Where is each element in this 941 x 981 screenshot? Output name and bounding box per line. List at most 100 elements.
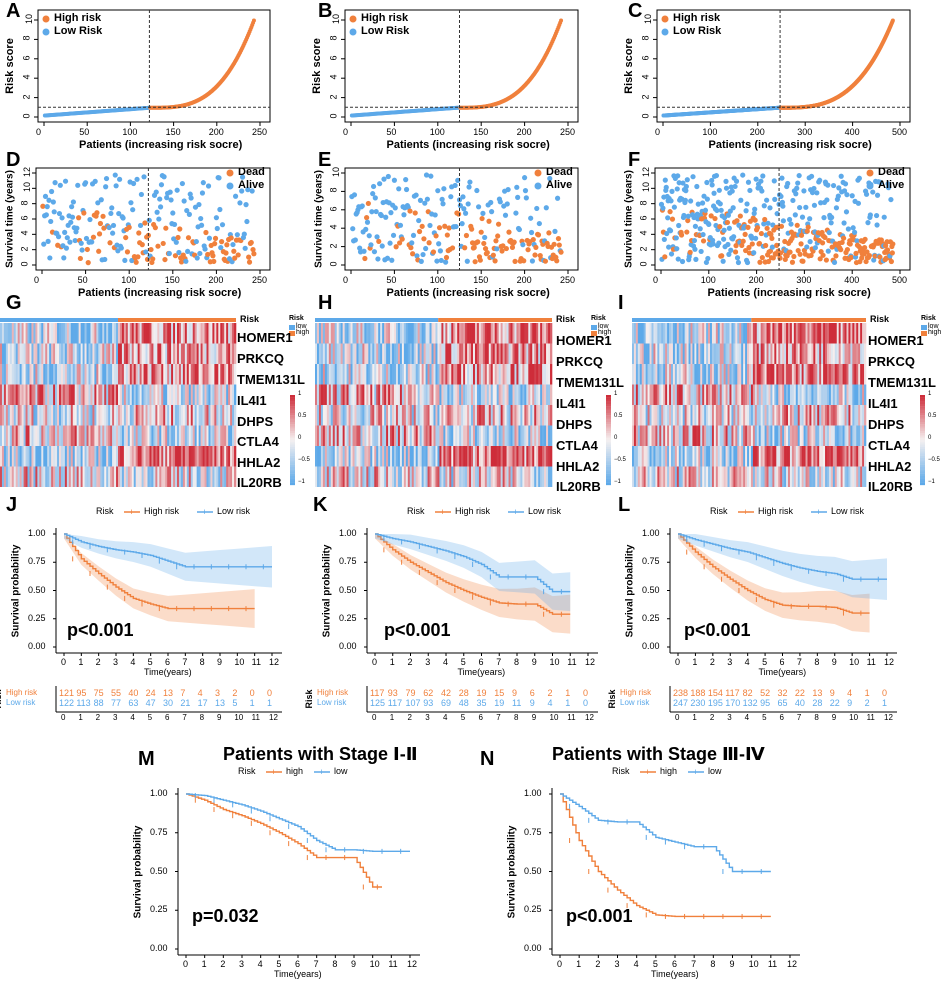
heatmap-cell [492, 384, 496, 405]
heatmap-cell [19, 323, 22, 344]
heatmap-cell [384, 323, 387, 344]
heatmap-cell [188, 323, 192, 344]
color-scale-step [290, 451, 295, 454]
heatmap-cell [342, 446, 345, 467]
heatmap-cell [7, 364, 11, 385]
heatmap-cell [514, 466, 517, 487]
heatmap-cell [45, 425, 48, 446]
dead-point [823, 257, 829, 263]
color-scale-step [290, 464, 295, 468]
heatmap-cell [184, 446, 188, 467]
heatmap-cell [762, 425, 765, 446]
heatmap-cell [852, 405, 855, 426]
heatmap-cell [729, 343, 732, 364]
heatmap-cell [13, 384, 17, 405]
heatmap-cell [437, 323, 440, 344]
heatmap-cell [463, 425, 466, 446]
heatmap-cell [315, 466, 318, 487]
heatmap-cell [651, 405, 654, 426]
heatmap-cell [214, 323, 217, 344]
alive-point [67, 239, 73, 245]
heatmap-cell [431, 364, 434, 385]
heatmap-cell [702, 343, 705, 364]
heatmap-cell [112, 343, 115, 364]
alive-point [437, 248, 444, 254]
heatmap-cell [322, 323, 326, 344]
heatmap-cell [344, 364, 347, 385]
heatmap-cell [520, 323, 523, 344]
heatmap-cell [488, 405, 492, 426]
heatmap-cell [778, 425, 781, 446]
heatmap-cell [53, 323, 56, 344]
legend-dot-low [349, 28, 357, 36]
alive-point [83, 180, 89, 186]
dead-point [219, 239, 225, 245]
heatmap-cell [372, 343, 375, 364]
heatmap-cell [173, 425, 176, 446]
heatmap-cell [502, 405, 505, 426]
alive-point [835, 193, 841, 199]
heatmap-cell [633, 384, 637, 405]
heatmap-cell [386, 466, 389, 487]
alive-point [660, 205, 666, 211]
heatmap-cell [858, 364, 861, 385]
heatmap-cell [832, 364, 836, 385]
alive-point [390, 232, 397, 238]
heatmap-cell [334, 466, 338, 487]
heatmap-cell [417, 446, 420, 467]
heatmap-cell [788, 405, 791, 426]
heatmap-cell [372, 466, 375, 487]
heatmap-cell [780, 466, 783, 487]
dead-point [412, 210, 418, 216]
alive-point [434, 258, 440, 264]
heatmap-cell [827, 425, 830, 446]
heatmap-cell [21, 384, 24, 405]
heatmap-cell [741, 405, 744, 426]
heatmap-cell [459, 405, 462, 426]
heatmap-cell [33, 466, 36, 487]
heatmap-cell [860, 323, 863, 344]
heatmap-cell [405, 384, 409, 405]
heatmap-cell [230, 364, 233, 385]
heatmap-cell [754, 446, 758, 467]
heatmap-cell [530, 425, 533, 446]
alive-point [409, 240, 415, 246]
heatmap-cell [159, 446, 162, 467]
alive-point [725, 241, 731, 248]
heatmap-cell [315, 364, 318, 385]
alive-point [363, 226, 369, 232]
color-scale-step [606, 431, 611, 434]
dead-point [136, 230, 142, 236]
heatmap-cell [657, 425, 660, 446]
heatmap-cell [817, 425, 820, 446]
heatmap-cell [403, 425, 407, 446]
heatmap-cell [754, 425, 758, 446]
heatmap-cell [178, 446, 182, 467]
heatmap-cell [774, 364, 777, 385]
heatmap-cell [153, 466, 156, 487]
heatmap-cell [754, 384, 758, 405]
heatmap-cell [173, 323, 176, 344]
heatmap-cell [182, 384, 186, 405]
heatmap-cell [735, 405, 738, 426]
heatmap-cell [459, 446, 462, 467]
heatmap-cell [429, 405, 432, 426]
heatmap-cell [31, 466, 34, 487]
heatmap-cell [411, 384, 415, 405]
heatmap-cell [388, 364, 391, 385]
heatmap-cell [90, 343, 93, 364]
alive-point [62, 229, 68, 235]
heatmap-cell [354, 446, 357, 467]
heatmap-cell [173, 466, 176, 487]
heatmap-cell [741, 364, 744, 385]
heatmap-cell [791, 446, 795, 467]
heatmap-cell [799, 364, 802, 385]
heatmap-cell [827, 364, 830, 385]
dead-point [667, 209, 673, 215]
heatmap-cell [374, 425, 377, 446]
heatmap-cell [419, 446, 422, 467]
heatmap-cell [680, 446, 683, 467]
heatmap-cell [413, 425, 417, 446]
heatmap-cell [725, 446, 728, 467]
heatmap-cell [348, 384, 351, 405]
